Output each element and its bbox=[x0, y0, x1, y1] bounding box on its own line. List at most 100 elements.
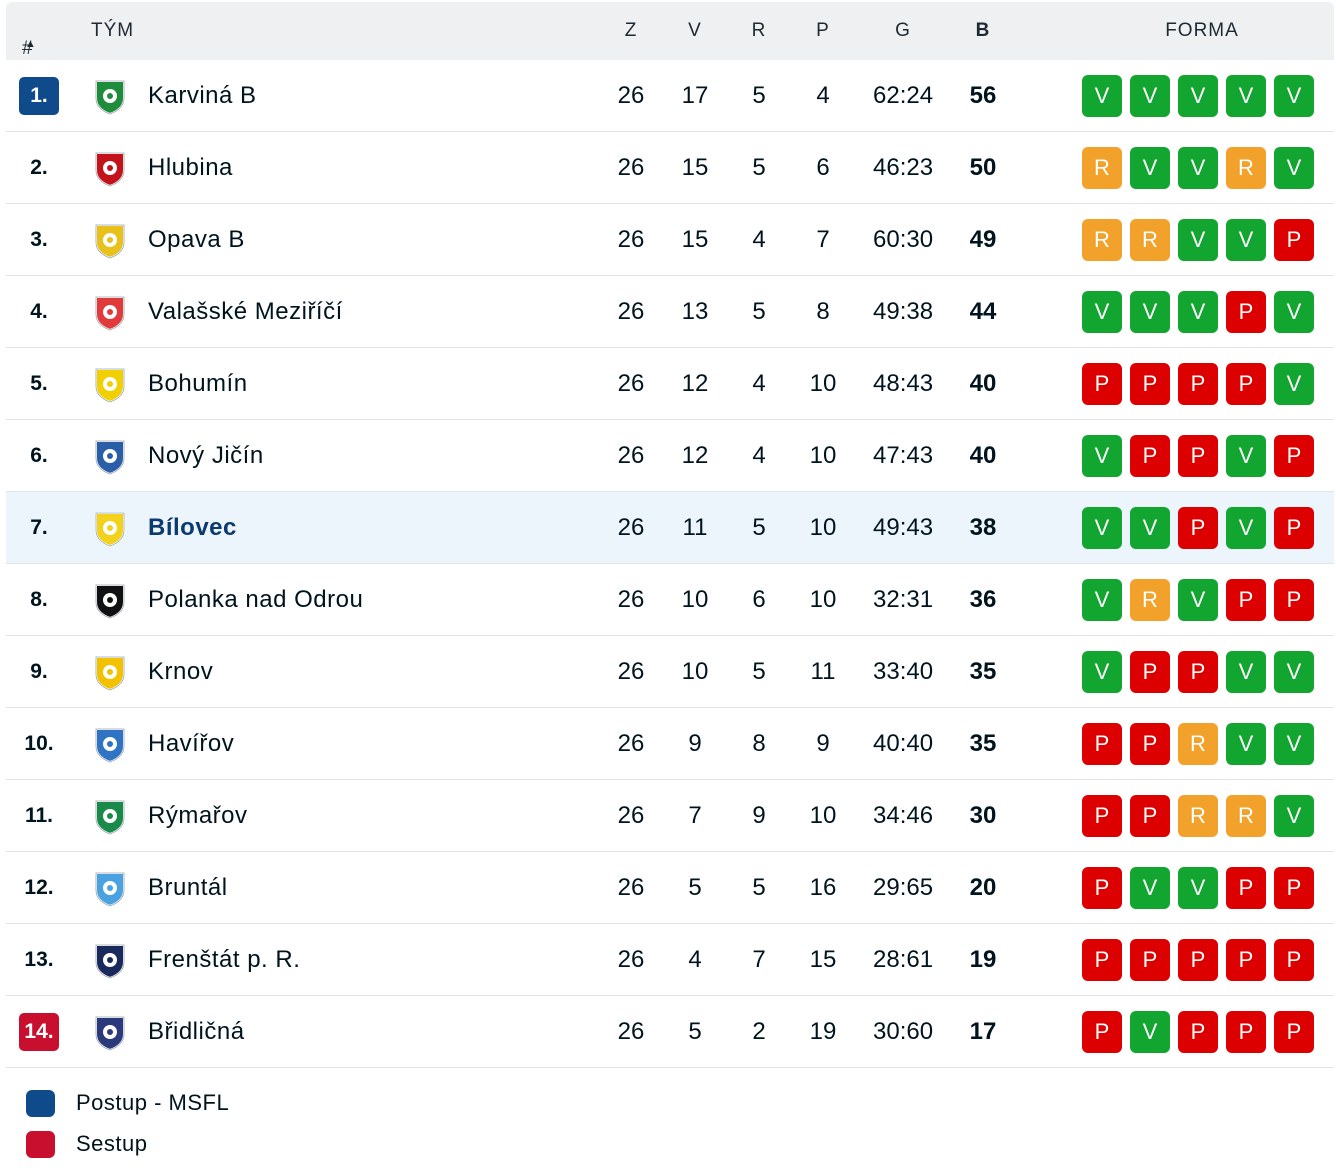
havirov-crest-icon[interactable] bbox=[90, 724, 130, 764]
form-badge[interactable]: V bbox=[1082, 507, 1122, 549]
team-name-link[interactable]: Bohumín bbox=[148, 370, 248, 397]
form-badge[interactable]: V bbox=[1274, 723, 1314, 765]
table-row[interactable]: 3. Opava B 26 15 4 7 60:30 49 R R V V P bbox=[6, 204, 1334, 276]
form-badge[interactable]: P bbox=[1130, 795, 1170, 837]
form-badge[interactable]: P bbox=[1274, 219, 1314, 261]
form-badge[interactable]: P bbox=[1274, 435, 1314, 477]
hlubina-crest-icon[interactable] bbox=[90, 148, 130, 188]
form-badge[interactable]: P bbox=[1082, 867, 1122, 909]
form-badge[interactable]: R bbox=[1178, 723, 1218, 765]
form-badge[interactable]: P bbox=[1226, 579, 1266, 621]
karvina-crest-icon[interactable] bbox=[90, 76, 130, 116]
form-badge[interactable]: V bbox=[1274, 795, 1314, 837]
form-badge[interactable]: P bbox=[1130, 939, 1170, 981]
wins-column-header[interactable]: V bbox=[688, 20, 702, 41]
table-row[interactable]: 12. Bruntál 26 5 5 16 29:65 20 P V V P P bbox=[6, 852, 1334, 924]
form-badge[interactable]: P bbox=[1130, 723, 1170, 765]
table-row[interactable]: 11. Rýmařov 26 7 9 10 34:46 30 P P R R V bbox=[6, 780, 1334, 852]
team-name-link[interactable]: Bruntál bbox=[148, 874, 228, 901]
table-row[interactable]: 13. Frenštát p. R. 26 4 7 15 28:61 19 P P P P P bbox=[6, 924, 1334, 996]
form-badge[interactable]: V bbox=[1130, 147, 1170, 189]
table-row[interactable]: 9. Krnov 26 10 5 11 33:40 35 V P P V V bbox=[6, 636, 1334, 708]
losses-column-header[interactable]: P bbox=[816, 20, 830, 41]
form-badge[interactable]: V bbox=[1082, 75, 1122, 117]
form-badge[interactable]: P bbox=[1274, 1011, 1314, 1053]
opava-crest-icon[interactable] bbox=[90, 220, 130, 260]
form-badge[interactable]: V bbox=[1178, 75, 1218, 117]
form-badge[interactable]: V bbox=[1274, 75, 1314, 117]
krnov-crest-icon[interactable] bbox=[90, 652, 130, 692]
form-badge[interactable]: P bbox=[1274, 507, 1314, 549]
form-badge[interactable]: R bbox=[1130, 579, 1170, 621]
form-badge[interactable]: V bbox=[1082, 651, 1122, 693]
form-badge[interactable]: V bbox=[1178, 219, 1218, 261]
table-row[interactable]: 8. Polanka nad Odrou 26 10 6 10 32:31 36 V R V P P bbox=[6, 564, 1334, 636]
valasske-mezirici-crest-icon[interactable] bbox=[90, 292, 130, 332]
form-badge[interactable]: V bbox=[1274, 363, 1314, 405]
bridlicna-crest-icon[interactable] bbox=[90, 1012, 130, 1052]
team-name-link[interactable]: Krnov bbox=[148, 658, 214, 685]
form-badge[interactable]: V bbox=[1226, 75, 1266, 117]
form-badge[interactable]: V bbox=[1130, 75, 1170, 117]
form-badge[interactable]: P bbox=[1082, 1011, 1122, 1053]
played-column-header[interactable]: Z bbox=[624, 20, 638, 41]
team-name-link[interactable]: Hlubina bbox=[148, 154, 233, 181]
team-name-link[interactable]: Karviná B bbox=[148, 82, 257, 109]
form-badge[interactable]: V bbox=[1274, 651, 1314, 693]
team-name-link[interactable]: Opava B bbox=[148, 226, 245, 253]
form-badge[interactable]: V bbox=[1130, 291, 1170, 333]
table-row[interactable]: 4. Valašské Meziříčí 26 13 5 8 49:38 44 V V V P V bbox=[6, 276, 1334, 348]
form-badge[interactable]: P bbox=[1274, 939, 1314, 981]
form-badge[interactable]: P bbox=[1226, 1011, 1266, 1053]
team-name-link[interactable]: Valašské Meziříčí bbox=[148, 298, 343, 325]
team-name-link[interactable]: Nový Jičín bbox=[148, 442, 264, 469]
team-name-link[interactable]: Břidličná bbox=[148, 1018, 245, 1045]
form-badge[interactable]: V bbox=[1082, 579, 1122, 621]
form-badge[interactable]: P bbox=[1178, 363, 1218, 405]
form-badge[interactable]: P bbox=[1130, 435, 1170, 477]
bilovec-crest-icon[interactable] bbox=[90, 508, 130, 548]
form-badge[interactable]: V bbox=[1178, 579, 1218, 621]
polanka-crest-icon[interactable] bbox=[90, 580, 130, 620]
table-row[interactable]: 2. Hlubina 26 15 5 6 46:23 50 R V V R V bbox=[6, 132, 1334, 204]
form-badge[interactable]: V bbox=[1226, 219, 1266, 261]
form-badge[interactable]: P bbox=[1178, 435, 1218, 477]
bohumin-crest-icon[interactable] bbox=[90, 364, 130, 404]
form-badge[interactable]: V bbox=[1178, 291, 1218, 333]
team-name-link[interactable]: Rýmařov bbox=[148, 802, 248, 829]
form-badge[interactable]: V bbox=[1226, 651, 1266, 693]
team-column-header[interactable]: TÝM bbox=[91, 20, 135, 41]
form-badge[interactable]: V bbox=[1130, 507, 1170, 549]
form-badge[interactable]: P bbox=[1178, 1011, 1218, 1053]
form-badge[interactable]: P bbox=[1274, 867, 1314, 909]
form-badge[interactable]: P bbox=[1178, 939, 1218, 981]
form-badge[interactable]: P bbox=[1082, 363, 1122, 405]
draws-column-header[interactable]: R bbox=[751, 20, 767, 41]
form-badge[interactable]: P bbox=[1082, 939, 1122, 981]
form-badge[interactable]: V bbox=[1226, 435, 1266, 477]
team-name-link[interactable]: Polanka nad Odrou bbox=[148, 586, 364, 613]
form-badge[interactable]: P bbox=[1226, 363, 1266, 405]
form-badge[interactable]: P bbox=[1130, 651, 1170, 693]
points-column-header[interactable]: B bbox=[975, 20, 991, 41]
novy-jicin-crest-icon[interactable] bbox=[90, 436, 130, 476]
form-badge[interactable]: R bbox=[1226, 795, 1266, 837]
table-row[interactable]: 1. Karviná B 26 17 5 4 62:24 56 V V V V V bbox=[6, 60, 1334, 132]
frenstat-crest-icon[interactable] bbox=[90, 940, 130, 980]
form-badge[interactable]: V bbox=[1082, 435, 1122, 477]
table-row[interactable]: 10. Havířov 26 9 8 9 40:40 35 P P R V V bbox=[6, 708, 1334, 780]
team-name-link[interactable]: Bílovec bbox=[148, 514, 237, 541]
table-row[interactable]: 6. Nový Jičín 26 12 4 10 47:43 40 V P P V P bbox=[6, 420, 1334, 492]
form-badge[interactable]: P bbox=[1082, 723, 1122, 765]
team-name-link[interactable]: Frenštát p. R. bbox=[148, 946, 301, 973]
form-badge[interactable]: P bbox=[1178, 651, 1218, 693]
form-badge[interactable]: P bbox=[1226, 939, 1266, 981]
form-badge[interactable]: R bbox=[1082, 219, 1122, 261]
form-badge[interactable]: R bbox=[1226, 147, 1266, 189]
rymarov-crest-icon[interactable] bbox=[90, 796, 130, 836]
form-badge[interactable]: V bbox=[1130, 867, 1170, 909]
form-badge[interactable]: V bbox=[1130, 1011, 1170, 1053]
form-badge[interactable]: R bbox=[1178, 795, 1218, 837]
table-row[interactable]: 5. Bohumín 26 12 4 10 48:43 40 P P P P V bbox=[6, 348, 1334, 420]
form-badge[interactable]: V bbox=[1178, 867, 1218, 909]
